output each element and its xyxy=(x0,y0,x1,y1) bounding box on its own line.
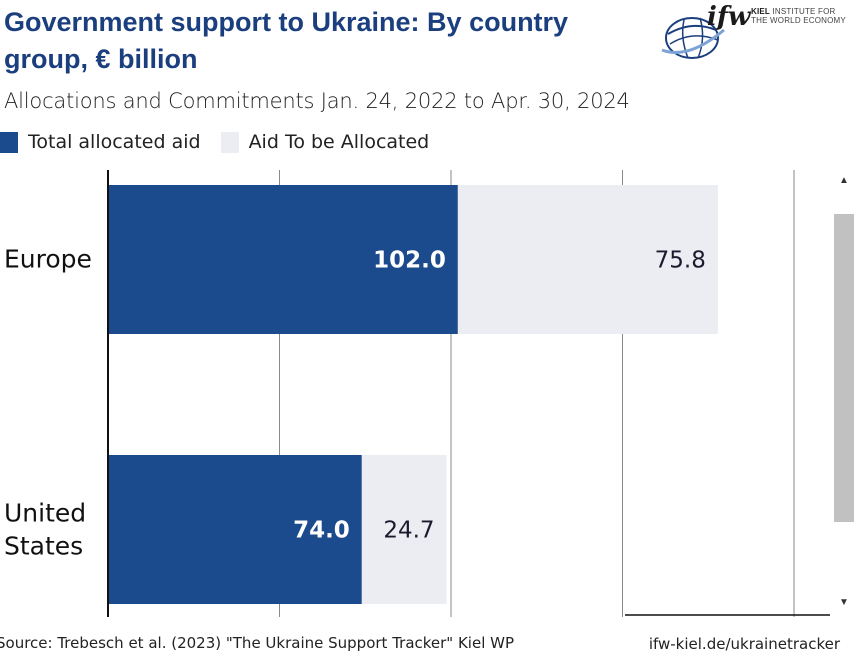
legend-swatch-to-be-allocated xyxy=(220,131,239,153)
legend-swatch-allocated xyxy=(0,131,18,153)
category-label-europe: Europe xyxy=(4,245,92,274)
legend-label-to-be-allocated: Aid To be Allocated xyxy=(248,131,430,153)
scroll-down-arrow-icon[interactable]: ▼ xyxy=(839,597,849,608)
data-label-to-be-allocated-europe: 75.8 xyxy=(655,248,706,274)
legend-item-allocated: Total allocated aid xyxy=(0,131,201,153)
category-label-united-states: United States xyxy=(4,499,86,561)
bar-to-be-allocated-united-states xyxy=(361,455,447,604)
data-label-allocated-united-states: 74.0 xyxy=(293,518,350,544)
chart-title: Government support to Ukraine: By countr… xyxy=(4,7,569,74)
scrollbar-thumb[interactable] xyxy=(834,214,854,522)
logo-tagline: KIEL INSTITUTE FOR THE WORLD ECONOMY xyxy=(751,7,846,25)
legend-item-to-be-allocated: Aid To be Allocated xyxy=(220,131,430,153)
bar-chart: 102.0 75.8 Europe 74.0 24.7 United States xyxy=(4,170,830,617)
data-label-allocated-europe: 102.0 xyxy=(373,248,446,274)
legend-label-allocated: Total allocated aid xyxy=(28,131,201,153)
legend: Total allocated aid Aid To be Allocated xyxy=(0,131,449,153)
vertical-scrollbar[interactable]: ▲ ▼ xyxy=(832,168,856,616)
scroll-up-arrow-icon[interactable]: ▲ xyxy=(839,175,849,186)
data-label-to-be-allocated-united-states: 24.7 xyxy=(383,518,434,544)
bar-allocated-europe xyxy=(108,185,458,334)
bar-to-be-allocated-europe xyxy=(457,185,718,334)
bar-allocated-united-states xyxy=(108,455,362,604)
logo-wordmark: ifw xyxy=(707,2,751,32)
source-note: Source: Trebesch et al. (2023) "The Ukra… xyxy=(0,634,515,652)
globe-icon xyxy=(661,17,725,59)
ifw-logo: ifw KIEL INSTITUTE FOR THE WORLD ECONOMY xyxy=(658,0,864,62)
tracker-link[interactable]: ifw-kiel.de/ukrainetracker xyxy=(648,635,840,653)
chart-subtitle: Allocations and Commitments Jan. 24, 202… xyxy=(4,89,630,113)
